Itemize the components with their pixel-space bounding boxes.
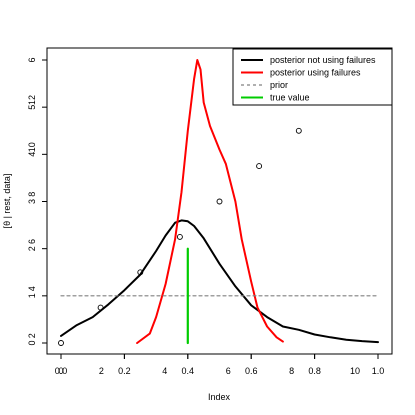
x-tick-label: 0.6 bbox=[245, 366, 258, 376]
chart-marks bbox=[58, 57, 381, 346]
scatter-point bbox=[58, 340, 64, 346]
legend-label-2: prior bbox=[270, 80, 288, 90]
y-tick-label: 6 bbox=[27, 57, 37, 62]
y-tick-label: 3 bbox=[27, 199, 37, 204]
legend-label-1: posterior using failures bbox=[270, 68, 361, 78]
x-overlay-tick-label: 2 bbox=[99, 366, 104, 376]
y-tick-label: 4 bbox=[27, 152, 37, 157]
y-tick-label: 2 bbox=[27, 246, 37, 251]
scatter-point bbox=[295, 127, 302, 134]
x-tick-label: 0.0 bbox=[55, 366, 68, 376]
legend-label-0: posterior not using failures bbox=[270, 55, 376, 65]
scatter-point bbox=[216, 198, 223, 205]
y-tick-label: 0 bbox=[27, 340, 37, 345]
y-tick-label: 1 bbox=[27, 293, 37, 298]
x-tick-label: 0.4 bbox=[182, 366, 195, 376]
y-tick-label: 5 bbox=[27, 105, 37, 110]
x-overlay-tick-label: 0 bbox=[58, 366, 63, 376]
legend-box bbox=[232, 48, 393, 106]
scatter-point bbox=[256, 163, 263, 170]
legend-label-3: true value bbox=[270, 93, 310, 103]
x-overlay-tick-label: 6 bbox=[226, 366, 231, 376]
y-overlay-tick-label: 10 bbox=[27, 142, 37, 152]
x-overlay-tick-label: 8 bbox=[289, 366, 294, 376]
y-overlay-tick-label: 6 bbox=[27, 239, 37, 244]
x-axis-label: Index bbox=[208, 392, 231, 402]
x-overlay-tick-label: 10 bbox=[350, 366, 360, 376]
series-line-1 bbox=[136, 59, 284, 344]
scatter-point bbox=[137, 269, 144, 276]
scatter-point bbox=[176, 233, 183, 240]
y-overlay-tick-label: 2 bbox=[27, 333, 37, 338]
x-tick-label: 0.2 bbox=[118, 366, 131, 376]
series-line-0 bbox=[60, 219, 379, 344]
x-tick-label: 0.8 bbox=[308, 366, 321, 376]
y-overlay-tick-label: 4 bbox=[27, 286, 37, 291]
y-overlay-tick-label: 8 bbox=[27, 192, 37, 197]
y-axis-label: [θ | rest, data] bbox=[2, 174, 12, 229]
x-tick-label: 1.0 bbox=[372, 366, 385, 376]
x-overlay-tick-label: 4 bbox=[162, 366, 167, 376]
scatter-point bbox=[97, 304, 104, 311]
y-overlay-tick-label: 12 bbox=[27, 95, 37, 105]
legend: posterior not using failures posterior us… bbox=[232, 48, 393, 106]
